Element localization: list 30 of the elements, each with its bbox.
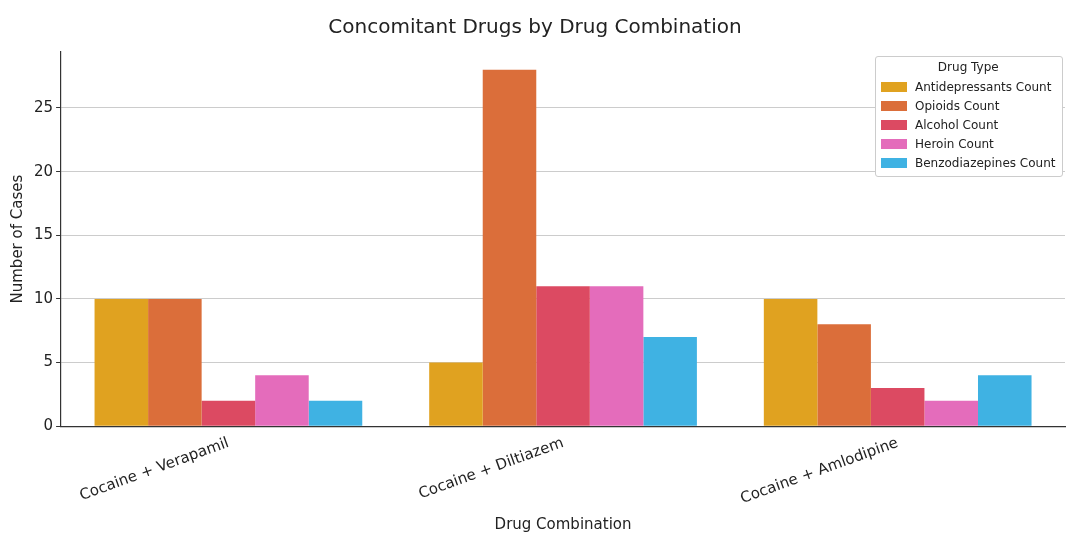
legend-label: Heroin Count	[915, 136, 994, 151]
bar	[817, 324, 871, 426]
bar	[763, 298, 818, 426]
bar	[201, 400, 256, 426]
bar	[148, 298, 202, 426]
y-axis-title: Number of Cases	[7, 174, 26, 304]
bar	[308, 400, 363, 426]
y-tick-label: 10	[33, 288, 54, 307]
y-tick-label: 20	[33, 161, 54, 180]
bar	[924, 400, 978, 426]
bar	[536, 286, 590, 426]
bar	[643, 337, 697, 426]
x-axis-title: Drug Combination	[494, 514, 632, 533]
legend-label: Opioids Count	[915, 98, 1000, 113]
bar	[977, 375, 1032, 426]
y-tick-label: 15	[33, 225, 54, 244]
y-tick-label: 25	[33, 97, 54, 116]
bar	[429, 362, 483, 426]
bar	[255, 375, 309, 426]
legend-label: Alcohol Count	[915, 117, 999, 132]
y-tick-label: 0	[43, 416, 54, 435]
bar	[94, 298, 149, 426]
bar	[482, 69, 537, 426]
legend-label: Benzodiazepines Count	[915, 155, 1056, 170]
chart-title: Concomitant Drugs by Drug Combination	[328, 14, 742, 39]
y-tick-label: 5	[43, 352, 54, 371]
bar	[870, 387, 925, 426]
legend-title: Drug Type	[936, 60, 1000, 74]
legend-label: Antidepressants Count	[915, 79, 1052, 94]
bar	[589, 286, 644, 426]
